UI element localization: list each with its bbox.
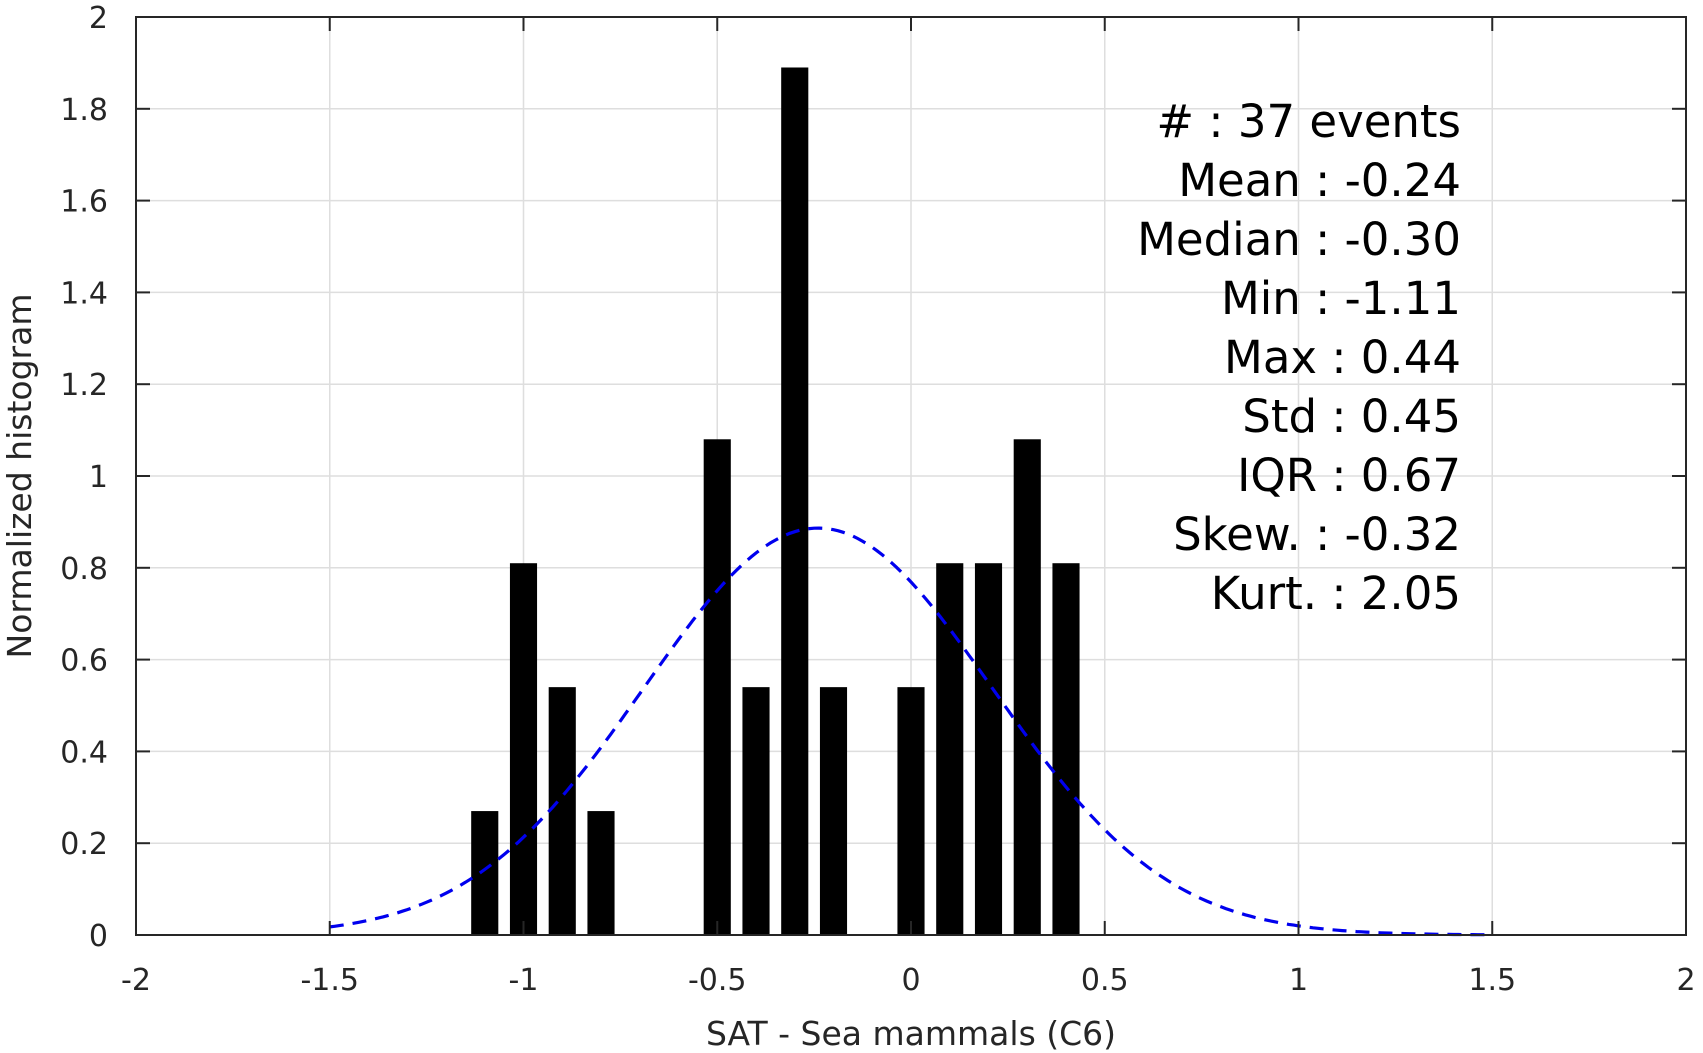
stat-line: IQR : 0.67 — [1237, 449, 1461, 502]
y-tick-label: 0.2 — [60, 827, 108, 862]
histogram-bar — [509, 563, 538, 935]
y-tick-labels: 0 0.2 0.4 0.6 0.8 1 1.2 1.4 1.6 1.8 2 — [60, 1, 108, 954]
statistics-annotation: # : 37 events Mean : -0.24 Median : -0.30 M… — [1137, 95, 1461, 620]
histogram-bar — [587, 811, 615, 935]
x-tick-label: -1 — [509, 963, 539, 998]
x-tick-label: 1.5 — [1468, 963, 1516, 998]
y-tick-label: 2 — [89, 1, 108, 36]
histogram-bar — [974, 563, 1003, 935]
histogram-bar — [742, 687, 770, 935]
x-tick-label: 1 — [1289, 963, 1308, 998]
y-tick-label: 1.2 — [60, 368, 108, 403]
histogram-bar — [781, 67, 809, 936]
histogram-bar — [1013, 439, 1041, 935]
x-tick-labels: -2 -1.5 -1 -0.5 0 0.5 1 1.5 2 — [121, 963, 1696, 998]
stat-line: Std : 0.45 — [1242, 390, 1461, 443]
x-tick-label: 0 — [901, 963, 920, 998]
y-tick-label: 0.6 — [60, 644, 108, 679]
y-tick-label: 1.8 — [60, 93, 108, 128]
stat-line: Max : 0.44 — [1224, 331, 1461, 384]
histogram-bar — [1052, 563, 1080, 935]
stat-line: Kurt. : 2.05 — [1211, 567, 1461, 620]
histogram-bar — [471, 811, 499, 935]
stat-line: Median : -0.30 — [1137, 213, 1461, 266]
histogram-bar — [703, 439, 731, 935]
y-tick-label: 1 — [89, 460, 108, 495]
y-tick-label: 1.6 — [60, 185, 108, 220]
histogram-bar — [548, 687, 576, 935]
y-tick-label: 0.8 — [60, 552, 108, 587]
y-tick-label: 0.4 — [60, 735, 108, 770]
histogram-bar — [819, 687, 848, 935]
x-tick-label: -0.5 — [688, 963, 747, 998]
stat-line: Skew. : -0.32 — [1173, 508, 1461, 561]
x-tick-label: -2 — [121, 963, 151, 998]
y-tick-label: 0 — [89, 919, 108, 954]
x-tick-label: 0.5 — [1081, 963, 1129, 998]
x-axis-title: SAT - Sea mammals (C6) — [706, 1014, 1116, 1053]
x-tick-label: 2 — [1676, 963, 1695, 998]
y-axis-title: Normalized histogram — [0, 294, 39, 659]
axis-ticks — [135, 16, 1687, 936]
stat-line: Mean : -0.24 — [1178, 154, 1461, 207]
stat-line: Min : -1.11 — [1221, 272, 1461, 325]
histogram-bar — [936, 563, 964, 935]
histogram-bar — [897, 687, 925, 935]
x-tick-label: -1.5 — [300, 963, 359, 998]
y-tick-label: 1.4 — [60, 276, 108, 311]
stat-line: # : 37 events — [1156, 95, 1461, 148]
histogram-bars — [471, 67, 1080, 936]
